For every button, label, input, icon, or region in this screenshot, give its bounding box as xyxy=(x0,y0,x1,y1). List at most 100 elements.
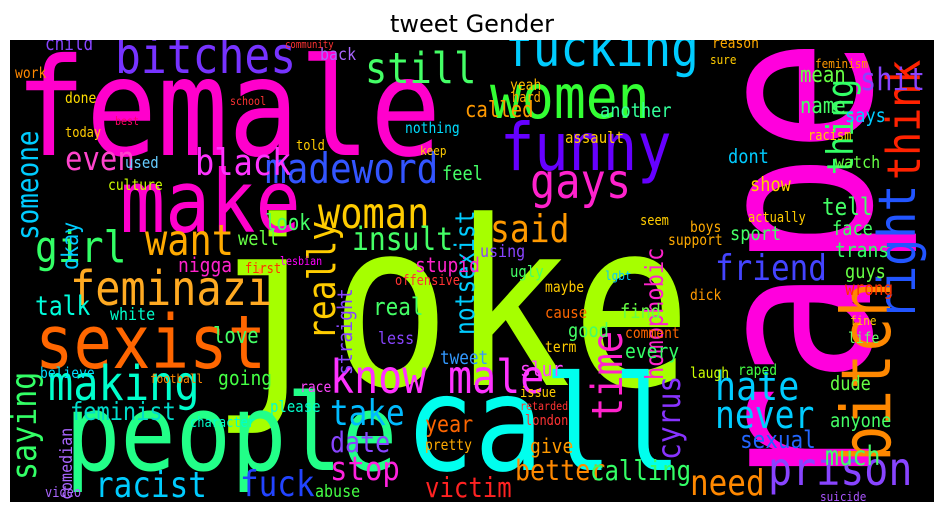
word: feminism xyxy=(815,56,868,71)
word: life xyxy=(848,330,879,347)
word: please xyxy=(270,397,321,416)
word: time xyxy=(584,331,633,420)
word: lgbt xyxy=(605,268,631,283)
word: insult xyxy=(352,221,453,258)
word: much xyxy=(825,440,880,471)
word: tell xyxy=(822,194,873,222)
word: dont xyxy=(728,146,769,168)
word: funny xyxy=(500,110,672,186)
word: dude xyxy=(830,373,871,395)
word: going xyxy=(218,366,272,391)
word: still xyxy=(365,45,476,94)
word: lesbian xyxy=(280,254,322,268)
word: face xyxy=(832,218,873,240)
word: really xyxy=(301,221,345,340)
word: hard xyxy=(512,90,541,106)
word: reason xyxy=(712,35,759,52)
word: feminazi xyxy=(70,260,272,317)
word: saying xyxy=(4,372,45,480)
word: look xyxy=(265,210,311,236)
word: victim xyxy=(425,472,512,504)
word: slur xyxy=(520,357,563,382)
word: back xyxy=(320,44,356,64)
word: joke xyxy=(210,172,692,440)
word: laugh xyxy=(690,365,729,382)
word: school xyxy=(230,94,266,108)
word: tweet xyxy=(440,348,488,369)
word: someone xyxy=(10,130,45,240)
word: anyone xyxy=(830,410,891,432)
word: feminist xyxy=(70,397,176,427)
word: think xyxy=(878,60,931,180)
word: using xyxy=(480,241,525,261)
word: first xyxy=(245,261,281,277)
word: well xyxy=(238,228,279,250)
word: shit xyxy=(860,61,925,97)
word: said xyxy=(490,208,569,252)
word: make xyxy=(120,153,301,253)
word: better xyxy=(515,454,605,487)
word: race xyxy=(300,379,331,396)
word: good xyxy=(568,320,609,342)
word: character xyxy=(190,415,255,431)
word: yeah xyxy=(510,77,541,94)
word: making xyxy=(48,355,200,412)
word: believe xyxy=(40,365,95,382)
word: racist xyxy=(95,464,207,506)
word: done xyxy=(65,90,96,107)
word: maybe xyxy=(545,279,584,296)
word: assault xyxy=(565,128,624,147)
word: cyrus xyxy=(651,376,688,460)
word: bitches xyxy=(115,27,296,85)
word: culture xyxy=(108,177,163,194)
word: raped xyxy=(738,362,777,379)
cloud-background xyxy=(10,40,934,502)
word: right xyxy=(868,185,928,320)
word: friend xyxy=(715,247,827,289)
word: london xyxy=(525,413,568,429)
word: term xyxy=(545,339,576,356)
word: ugly xyxy=(510,262,544,281)
word: community xyxy=(285,39,334,51)
word: retarded xyxy=(520,399,568,413)
word: hate xyxy=(715,363,799,410)
word: female xyxy=(15,29,441,187)
word: nothing xyxy=(405,120,460,137)
word: find xyxy=(620,301,661,323)
word: every xyxy=(625,339,679,364)
word: calling xyxy=(590,455,691,487)
word: know xyxy=(330,351,426,404)
word: abuse xyxy=(315,481,360,501)
word: real xyxy=(373,294,424,322)
word: sexual xyxy=(740,427,816,455)
word: stupid xyxy=(415,253,480,278)
word: fucking xyxy=(505,17,699,79)
word: another xyxy=(600,100,672,122)
word: today xyxy=(65,125,101,141)
word: stop xyxy=(330,450,400,488)
word: cause xyxy=(545,303,587,322)
word: thing xyxy=(820,79,863,175)
word: year xyxy=(425,412,473,439)
word: used xyxy=(125,153,159,172)
word: told xyxy=(296,138,325,154)
word: called xyxy=(465,97,534,123)
word: okay xyxy=(58,222,85,270)
word: straight xyxy=(333,288,358,375)
word: bitch xyxy=(827,281,907,462)
word: male xyxy=(448,351,544,404)
word: love xyxy=(213,323,259,349)
word: fine xyxy=(850,313,876,328)
word: work xyxy=(15,65,47,82)
word: suicide xyxy=(820,489,866,504)
word: best xyxy=(115,114,139,128)
word: show xyxy=(750,174,792,196)
chart-title: tweet Gender xyxy=(390,10,554,38)
word: never xyxy=(715,394,814,438)
word: want xyxy=(145,217,234,266)
word: sport xyxy=(730,223,781,245)
word: sure xyxy=(710,52,736,67)
word: child xyxy=(45,34,93,55)
